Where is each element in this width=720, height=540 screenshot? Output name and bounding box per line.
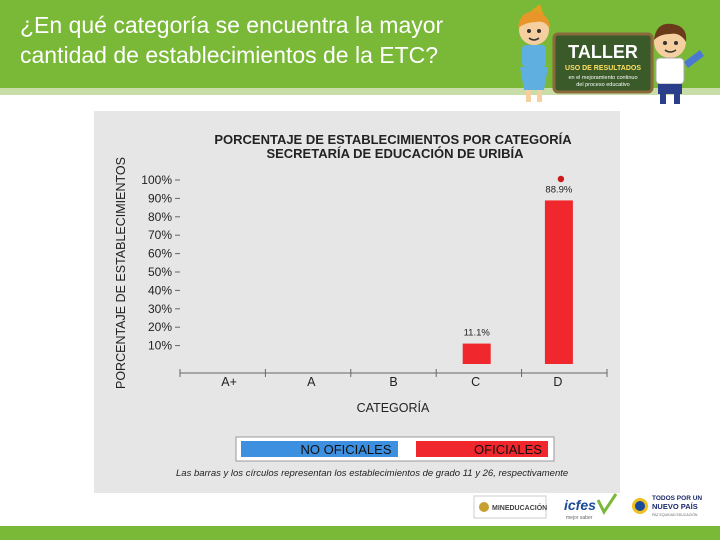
icfes-text: icfes bbox=[564, 497, 596, 513]
taller-subtitle: USO DE RESULTADOS bbox=[565, 65, 641, 72]
icfes-logo: icfes mejor saber bbox=[564, 493, 618, 521]
y-tick-label: 10% bbox=[148, 339, 172, 353]
legend: NO OFICIALES OFICIALES bbox=[235, 436, 555, 462]
pais-line2: NUEVO PAÍS bbox=[652, 502, 698, 511]
x-tick-label: A bbox=[307, 375, 316, 389]
nuevo-pais-logo: TODOS POR UN NUEVO PAÍS PAZ EQUIDAD EDUC… bbox=[632, 495, 702, 517]
x-tick-label: B bbox=[389, 375, 397, 389]
header-band bbox=[0, 88, 720, 95]
y-tick-label: 80% bbox=[148, 210, 172, 224]
taller-line2: del proceso educativo bbox=[576, 82, 630, 88]
legend-swatch-no-oficiales bbox=[241, 441, 398, 457]
chart-panel bbox=[94, 111, 620, 493]
y-ticks: 100% 90% 80% 70% 60% 50% 40% 30% 20% 10% bbox=[141, 173, 180, 353]
bar-oficiales-C bbox=[462, 343, 491, 364]
taller-line1: en el mejoramiento continuo bbox=[568, 75, 637, 81]
x-axis: A+ A B C D bbox=[179, 369, 608, 389]
x-axis-label: CATEGORÍA bbox=[357, 400, 430, 415]
taller-title: TALLER bbox=[568, 42, 638, 62]
legend-label-no-oficiales: NO OFICIALES bbox=[300, 442, 391, 457]
bottom-bar bbox=[0, 526, 720, 540]
icfes-tagline: mejor saber bbox=[566, 515, 593, 521]
y-tick-label: 90% bbox=[148, 191, 172, 205]
boy-illustration bbox=[654, 23, 704, 104]
chart-subtitle: SECRETARÍA DE EDUCACIÓN DE URIBÍA bbox=[266, 146, 524, 161]
taller-logo: TALLER USO DE RESULTADOS en el mejoramie… bbox=[518, 4, 704, 104]
pais-line3: PAZ EQUIDAD EDUCACIÓN bbox=[652, 512, 698, 517]
y-tick-label: 50% bbox=[148, 265, 172, 279]
girl-illustration bbox=[518, 4, 550, 102]
taller-board: TALLER USO DE RESULTADOS en el mejoramie… bbox=[552, 32, 654, 94]
y-tick-label: 40% bbox=[148, 283, 172, 297]
legend-label-oficiales: OFICIALES bbox=[474, 442, 542, 457]
x-tick-label: D bbox=[553, 375, 562, 389]
y-tick-label: 70% bbox=[148, 228, 172, 242]
x-tick-label: C bbox=[471, 375, 480, 389]
bar-data-label: 88.9% bbox=[545, 184, 572, 195]
chart-title: PORCENTAJE DE ESTABLECIMIENTOS POR CATEG… bbox=[214, 132, 572, 147]
y-tick-label: 20% bbox=[148, 320, 172, 334]
chart-note: Las barras y los círculos representan lo… bbox=[176, 468, 568, 479]
slide-title: ¿En qué categoría se encuentra la mayor … bbox=[20, 12, 444, 68]
y-tick-label: 100% bbox=[141, 173, 172, 187]
bars: 11.1% 88.9% bbox=[462, 175, 573, 364]
x-tick-label: A+ bbox=[221, 375, 237, 389]
bar-data-label: 11.1% bbox=[464, 328, 491, 339]
y-tick-label: 60% bbox=[148, 247, 172, 261]
circle-marker-D bbox=[557, 175, 565, 183]
pais-line1: TODOS POR UN bbox=[652, 495, 702, 502]
footer-logos: MINEDUCACIÓN icfes mejor saber TODOS POR… bbox=[473, 493, 702, 521]
y-axis-label: PORCENTAJE DE ESTABLECIMIENTOS bbox=[114, 157, 128, 389]
y-tick-label: 30% bbox=[148, 302, 172, 316]
legend-swatch-oficiales bbox=[416, 441, 548, 457]
bar-oficiales-D bbox=[544, 200, 573, 364]
mineducacion-text: MINEDUCACIÓN bbox=[492, 503, 547, 512]
mineducacion-logo: MINEDUCACIÓN bbox=[473, 495, 547, 519]
